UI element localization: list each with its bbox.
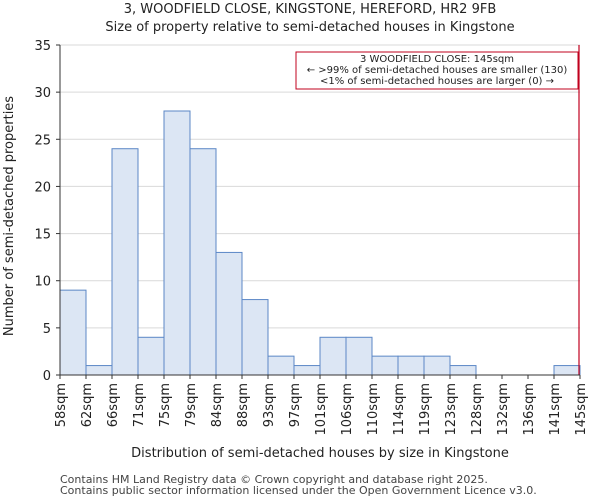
x-ticks: 58sqm 62sqm 66sqm 71sqm 75sqm 79sqm 84sqm 88sqm…: [54, 375, 589, 436]
x-tick-label: 119sqm: [418, 383, 433, 436]
x-tick-label: 106sqm: [340, 383, 355, 436]
grid: [60, 44, 580, 376]
annotation-frame: [295, 51, 579, 90]
chart-title: 3, WOODFIELD CLOSE, KINGSTONE, HEREFORD,…: [124, 2, 497, 17]
bar: [371, 355, 399, 376]
y-tick-label: 10: [34, 275, 51, 290]
x-tick-label: 110sqm: [366, 383, 381, 436]
x-tick-label: 62sqm: [80, 383, 95, 427]
x-tick-label: 88sqm: [236, 383, 251, 427]
y-tick-label: 15: [34, 228, 51, 243]
x-tick-label: 141sqm: [548, 383, 563, 436]
x-tick-label: 93sqm: [262, 383, 277, 427]
bar: [59, 289, 87, 376]
x-tick-label: 84sqm: [210, 383, 225, 427]
bar: [111, 148, 139, 376]
bar: [423, 355, 451, 376]
x-tick-label: 101sqm: [314, 383, 329, 436]
x-tick-label: 71sqm: [132, 383, 147, 427]
bar: [345, 336, 373, 376]
bar: [215, 251, 243, 376]
y-ticks: 0 5 10 15 20 25 30 35: [34, 39, 60, 384]
x-axis-label: Distribution of semi-detached houses by …: [131, 446, 509, 461]
bar: [293, 365, 321, 376]
bar: [137, 336, 165, 376]
bar: [397, 355, 425, 376]
bar: [319, 336, 347, 376]
annotation-line-3: <1% of semi-detached houses are larger (…: [320, 76, 554, 87]
chart-subtitle: Size of property relative to semi-detach…: [105, 20, 514, 35]
bar: [449, 365, 477, 376]
y-tick-label: 35: [34, 39, 51, 54]
bar: [189, 148, 217, 376]
x-tick-label: 132sqm: [496, 383, 511, 436]
bar: [85, 365, 113, 376]
x-tick-label: 58sqm: [54, 383, 69, 427]
footer-line-2: Contains public sector information licen…: [60, 484, 537, 497]
annotation-line-1: 3 WOODFIELD CLOSE: 145sqm: [360, 54, 514, 65]
x-tick-label: 136sqm: [522, 383, 537, 436]
y-tick-label: 25: [34, 133, 51, 148]
bar: [267, 355, 295, 376]
x-tick-label: 123sqm: [444, 383, 459, 436]
y-tick-label: 5: [43, 322, 51, 337]
bars: [59, 110, 581, 376]
y-axis-label: Number of semi-detached properties: [2, 96, 17, 336]
x-tick-label: 66sqm: [106, 383, 121, 427]
x-tick-label: 114sqm: [392, 383, 407, 436]
bar: [553, 365, 581, 376]
y-tick-label: 20: [34, 180, 51, 195]
annotation-box: 3 WOODFIELD CLOSE: 145sqm ← >99% of semi…: [295, 51, 579, 90]
x-tick-label: 145sqm: [574, 383, 589, 436]
x-tick-label: 128sqm: [470, 383, 485, 436]
footer-line-1: Contains HM Land Registry data © Crown c…: [60, 473, 488, 486]
x-tick-label: 75sqm: [158, 383, 173, 427]
bar: [241, 299, 269, 376]
x-tick-label: 79sqm: [184, 383, 199, 427]
y-tick-label: 30: [34, 86, 51, 101]
annotation-line-2: ← >99% of semi-detached houses are small…: [307, 65, 568, 76]
y-tick-label: 0: [43, 369, 51, 384]
x-tick-label: 97sqm: [288, 383, 303, 427]
bar: [163, 110, 191, 376]
